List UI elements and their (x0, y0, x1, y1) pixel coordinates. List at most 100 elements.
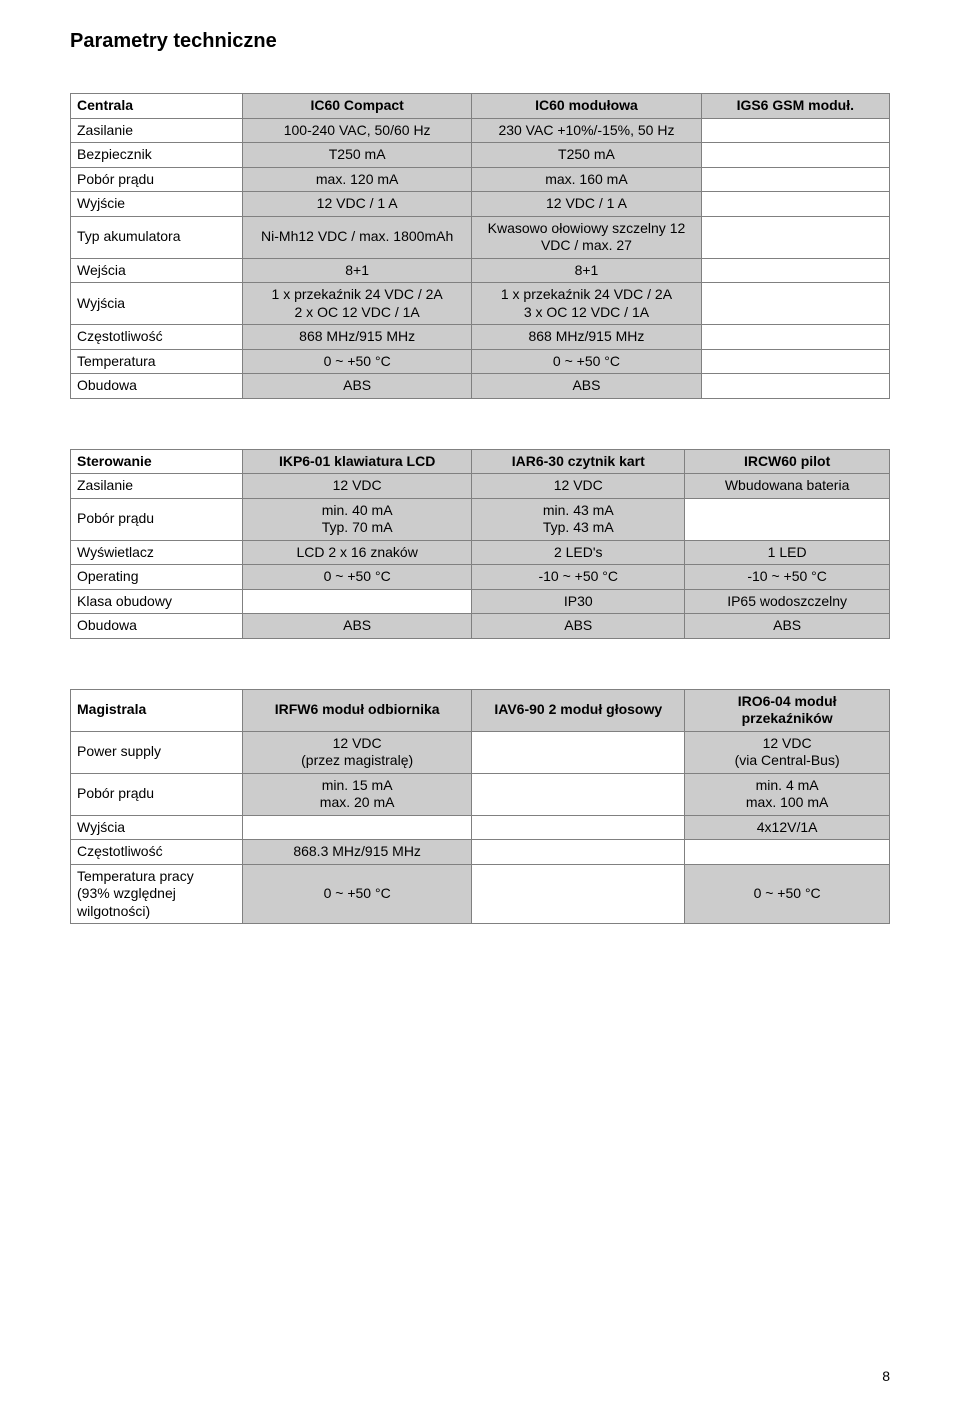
cell-value: 868 MHz/915 MHz (242, 325, 471, 350)
cell-empty (472, 731, 685, 773)
cell-value: max. 120 mA (242, 167, 471, 192)
table-row: Obudowa ABS ABS ABS (71, 614, 890, 639)
cell-value: ABS (472, 614, 685, 639)
table-magistrala: Magistrala IRFW6 moduł odbiornika IAV6-9… (70, 689, 890, 925)
cell-value: 8+1 (242, 258, 471, 283)
cell-value: 0 ~ +50 °C (242, 565, 471, 590)
cell-empty (701, 258, 889, 283)
cell-label: Wyjścia (71, 815, 243, 840)
cell-value: ABS (472, 374, 701, 399)
table-row: Pobór prądu min. 40 mATyp. 70 mA min. 43… (71, 498, 890, 540)
table-row: Magistrala IRFW6 moduł odbiornika IAV6-9… (71, 689, 890, 731)
cell-label: Wyjście (71, 192, 243, 217)
table-row: Wyjścia 4x12V/1A (71, 815, 890, 840)
cell-empty (472, 773, 685, 815)
cell-empty (701, 216, 889, 258)
cell-empty (685, 498, 890, 540)
cell-label: Temperatura (71, 349, 243, 374)
col-header: IAV6-90 2 moduł głosowy (472, 689, 685, 731)
cell-label: Obudowa (71, 374, 243, 399)
cell-value: T250 mA (472, 143, 701, 168)
table-row: Pobór prądu max. 120 mA max. 160 mA (71, 167, 890, 192)
table-row: Temperatura pracy(93% względnej wilgotno… (71, 864, 890, 924)
table-sterowanie: Sterowanie IKP6-01 klawiatura LCD IAR6-3… (70, 449, 890, 639)
cell-label: Temperatura pracy(93% względnej wilgotno… (71, 864, 243, 924)
cell-value: 12 VDC (242, 474, 471, 499)
cell-value: min. 15 mAmax. 20 mA (242, 773, 471, 815)
cell-value: min. 43 mATyp. 43 mA (472, 498, 685, 540)
cell-value: 0 ~ +50 °C (685, 864, 890, 924)
cell-label: Częstotliwość (71, 840, 243, 865)
cell-value: Kwasowo ołowiowy szczelny 12 VDC / max. … (472, 216, 701, 258)
table-row: Temperatura 0 ~ +50 °C 0 ~ +50 °C (71, 349, 890, 374)
table-row: Sterowanie IKP6-01 klawiatura LCD IAR6-3… (71, 449, 890, 474)
table-row: Obudowa ABS ABS (71, 374, 890, 399)
cell-value: 8+1 (472, 258, 701, 283)
cell-value: 868.3 MHz/915 MHz (242, 840, 471, 865)
table-row: Częstotliwość 868 MHz/915 MHz 868 MHz/91… (71, 325, 890, 350)
cell-value: max. 160 mA (472, 167, 701, 192)
cell-empty (242, 589, 471, 614)
cell-value: ABS (685, 614, 890, 639)
cell-label: Pobór prądu (71, 167, 243, 192)
col-header: IRO6-04 moduł przekaźników (685, 689, 890, 731)
cell-value: 12 VDC / 1 A (472, 192, 701, 217)
cell-value: 1 x przekaźnik 24 VDC / 2A3 x OC 12 VDC … (472, 283, 701, 325)
col-header: IC60 modułowa (472, 94, 701, 119)
cell-value: IP30 (472, 589, 685, 614)
cell-value: min. 40 mATyp. 70 mA (242, 498, 471, 540)
cell-label: Power supply (71, 731, 243, 773)
cell-value: 100-240 VAC, 50/60 Hz (242, 118, 471, 143)
col-header: IAR6-30 czytnik kart (472, 449, 685, 474)
cell-value: 1 x przekaźnik 24 VDC / 2A2 x OC 12 VDC … (242, 283, 471, 325)
cell-value: min. 4 mAmax. 100 mA (685, 773, 890, 815)
table-row: Wejścia 8+1 8+1 (71, 258, 890, 283)
col-header: IC60 Compact (242, 94, 471, 119)
cell-value: 0 ~ +50 °C (242, 864, 471, 924)
cell-label: Obudowa (71, 614, 243, 639)
cell-empty (701, 349, 889, 374)
table-row: Wyjścia 1 x przekaźnik 24 VDC / 2A2 x OC… (71, 283, 890, 325)
table-row: Operating 0 ~ +50 °C -10 ~ +50 °C -10 ~ … (71, 565, 890, 590)
cell-value: ABS (242, 374, 471, 399)
cell-value: Ni-Mh12 VDC / max. 1800mAh (242, 216, 471, 258)
cell-empty (701, 325, 889, 350)
cell-value: -10 ~ +50 °C (472, 565, 685, 590)
cell-empty (472, 840, 685, 865)
cell-value: 12 VDC(przez magistralę) (242, 731, 471, 773)
col-header: IRFW6 moduł odbiornika (242, 689, 471, 731)
cell-value: LCD 2 x 16 znaków (242, 540, 471, 565)
cell-value: 12 VDC (472, 474, 685, 499)
table-row: Centrala IC60 Compact IC60 modułowa IGS6… (71, 94, 890, 119)
cell-value: 12 VDC / 1 A (242, 192, 471, 217)
table-row: Zasilanie 100-240 VAC, 50/60 Hz 230 VAC … (71, 118, 890, 143)
col-header: Magistrala (71, 689, 243, 731)
cell-empty (701, 143, 889, 168)
cell-empty (701, 283, 889, 325)
table-row: Klasa obudowy IP30 IP65 wodoszczelny (71, 589, 890, 614)
cell-value: 2 LED's (472, 540, 685, 565)
page-title: Parametry techniczne (70, 30, 890, 53)
cell-label: Klasa obudowy (71, 589, 243, 614)
table-row: Wyświetlacz LCD 2 x 16 znaków 2 LED's 1 … (71, 540, 890, 565)
col-header: Centrala (71, 94, 243, 119)
table-centrala: Centrala IC60 Compact IC60 modułowa IGS6… (70, 93, 890, 399)
cell-value: 1 LED (685, 540, 890, 565)
col-header: Sterowanie (71, 449, 243, 474)
cell-empty (472, 815, 685, 840)
page-number: 8 (882, 1368, 890, 1384)
col-header: IRCW60 pilot (685, 449, 890, 474)
table-row: Wyjście 12 VDC / 1 A 12 VDC / 1 A (71, 192, 890, 217)
cell-value: 230 VAC +10%/-15%, 50 Hz (472, 118, 701, 143)
table-row: Częstotliwość 868.3 MHz/915 MHz (71, 840, 890, 865)
cell-value: 868 MHz/915 MHz (472, 325, 701, 350)
cell-value: 12 VDC(via Central-Bus) (685, 731, 890, 773)
col-header: IGS6 GSM moduł. (701, 94, 889, 119)
cell-empty (242, 815, 471, 840)
cell-empty (685, 840, 890, 865)
cell-value: T250 mA (242, 143, 471, 168)
cell-empty (701, 167, 889, 192)
cell-empty (701, 374, 889, 399)
cell-value: 0 ~ +50 °C (242, 349, 471, 374)
cell-label: Zasilanie (71, 118, 243, 143)
